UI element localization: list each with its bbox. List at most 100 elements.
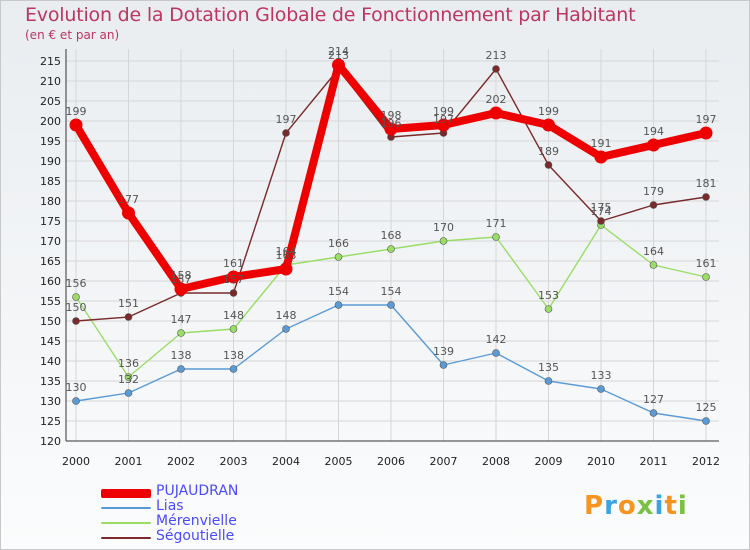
x-tick-label: 2001 <box>115 455 143 468</box>
data-label-merenvielle-2007: 170 <box>433 221 454 234</box>
x-tick-label: 2008 <box>482 455 510 468</box>
data-label-segoutielle-2010: 175 <box>591 201 612 214</box>
data-point-segoutielle-2000 <box>72 317 80 325</box>
legend-swatch <box>101 507 151 509</box>
data-point-lias-2004 <box>282 325 290 333</box>
data-point-segoutielle-2001 <box>124 313 133 321</box>
x-tick-label: 2006 <box>377 455 405 468</box>
y-tick-label: 140 <box>40 355 61 368</box>
data-label-lias-2012: 125 <box>696 401 717 414</box>
y-tick-label: 160 <box>40 275 61 288</box>
y-tick-label: 205 <box>40 95 61 108</box>
data-point-lias-2010 <box>597 385 605 393</box>
data-label-segoutielle-2002: 157 <box>171 273 192 286</box>
x-tick-label: 2000 <box>62 455 90 468</box>
data-label-lias-2010: 133 <box>591 369 612 382</box>
data-point-segoutielle-2011 <box>649 201 658 209</box>
data-point-pujaudran-2003 <box>227 270 240 284</box>
data-label-pujaudran-2001: 177 <box>118 193 139 206</box>
data-point-pujaudran-2001 <box>122 206 135 220</box>
data-point-lias-2005 <box>334 301 343 309</box>
data-point-merenvielle-2001 <box>124 373 133 381</box>
data-label-segoutielle-2003: 157 <box>223 273 244 286</box>
legend-label: PUJAUDRAN <box>156 483 239 499</box>
data-point-pujaudran-2002 <box>174 282 188 296</box>
data-label-lias-2002: 138 <box>171 349 192 362</box>
y-tick-label: 215 <box>40 55 61 68</box>
data-point-lias-2008 <box>492 349 500 357</box>
data-label-lias-2006: 154 <box>381 285 402 298</box>
data-point-lias-2001 <box>124 389 133 397</box>
y-tick-label: 145 <box>40 335 61 348</box>
data-label-pujaudran-2002: 158 <box>171 269 192 282</box>
data-point-segoutielle-2010 <box>597 217 605 225</box>
data-label-merenvielle-2010: 174 <box>591 205 612 218</box>
data-label-pujaudran-2004: 163 <box>276 249 297 262</box>
data-point-segoutielle-2009 <box>544 161 553 169</box>
data-point-lias-2009 <box>544 377 553 385</box>
y-tick-label: 185 <box>40 175 61 188</box>
data-label-lias-2000: 130 <box>66 381 87 394</box>
data-point-merenvielle-2003 <box>229 325 238 333</box>
data-label-segoutielle-2012: 181 <box>696 177 717 190</box>
data-label-segoutielle-2006: 196 <box>381 117 402 130</box>
series-lines <box>69 58 713 425</box>
data-point-pujaudran-2000 <box>69 118 83 132</box>
data-point-merenvielle-2012 <box>702 273 710 281</box>
data-label-lias-2008: 142 <box>486 333 507 346</box>
data-label-lias-2005: 154 <box>328 285 349 298</box>
data-point-pujaudran-2004 <box>279 262 293 276</box>
data-label-segoutielle-2007: 197 <box>433 113 454 126</box>
data-label-pujaudran-2012: 197 <box>696 113 717 126</box>
data-label-segoutielle-2009: 189 <box>538 145 559 158</box>
data-point-merenvielle-2008 <box>492 233 500 241</box>
data-label-merenvielle-2001: 136 <box>118 357 139 370</box>
y-tick-label: 150 <box>40 315 61 328</box>
data-label-pujaudran-2010: 191 <box>591 137 612 150</box>
x-tick-label: 2009 <box>535 455 563 468</box>
x-tick-label: 2011 <box>640 455 668 468</box>
grid <box>66 49 719 442</box>
y-tick-label: 175 <box>40 215 61 228</box>
legend-swatch <box>101 537 151 539</box>
data-point-pujaudran-2007 <box>437 118 450 132</box>
data-point-pujaudran-2006 <box>384 122 398 136</box>
data-point-pujaudran-2009 <box>542 118 555 132</box>
data-label-merenvielle-2005: 166 <box>328 237 349 250</box>
data-point-lias-2002 <box>177 365 185 373</box>
x-tick-label: 2007 <box>430 455 458 468</box>
data-label-pujaudran-2009: 199 <box>538 105 559 118</box>
data-point-lias-2000 <box>72 397 80 405</box>
y-tick-label: 190 <box>40 155 61 168</box>
data-label-pujaudran-2000: 199 <box>66 105 87 118</box>
y-tick-label: 170 <box>40 235 61 248</box>
data-point-merenvielle-2000 <box>72 293 80 301</box>
data-point-segoutielle-2004 <box>282 129 290 137</box>
x-tick-label: 2002 <box>167 455 195 468</box>
data-label-pujaudran-2007: 199 <box>433 105 454 118</box>
chart-subtitle: (en € et par an) <box>25 28 120 42</box>
data-label-merenvielle-2011: 164 <box>643 245 664 258</box>
data-point-merenvielle-2011 <box>649 261 658 269</box>
data-point-pujaudran-2011 <box>647 138 660 152</box>
data-label-segoutielle-2011: 179 <box>643 185 664 198</box>
y-tick-label: 200 <box>40 115 61 128</box>
x-tick-label: 2005 <box>325 455 353 468</box>
data-label-lias-2004: 148 <box>276 309 297 322</box>
y-tick-label: 195 <box>40 135 61 148</box>
x-tick-label: 2004 <box>272 455 300 468</box>
proxiti-logo: Proxiti <box>584 491 688 521</box>
data-label-pujaudran-2005: 214 <box>328 45 349 58</box>
data-point-merenvielle-2005 <box>334 253 343 261</box>
data-label-pujaudran-2003: 161 <box>223 257 244 270</box>
data-label-lias-2009: 135 <box>538 361 559 374</box>
data-label-lias-2011: 127 <box>643 393 664 406</box>
data-label-merenvielle-2004: 164 <box>276 245 297 258</box>
data-point-lias-2012 <box>702 417 710 425</box>
data-point-segoutielle-2003 <box>229 289 238 297</box>
data-label-merenvielle-2012: 161 <box>696 257 717 270</box>
data-label-segoutielle-2001: 151 <box>118 297 139 310</box>
axes: 120 125 130 135 140 145 150 155 160 165 170 175 180 1… <box>40 49 720 468</box>
